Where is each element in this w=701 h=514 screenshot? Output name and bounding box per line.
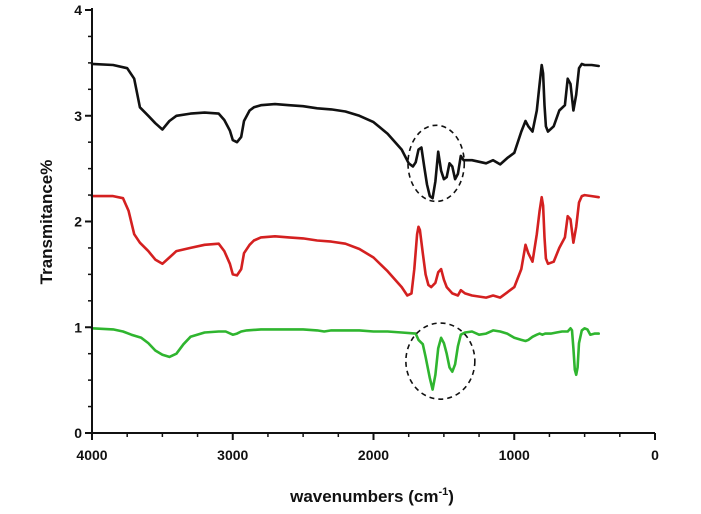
x-tick-label-4000: 4000 [76, 447, 107, 463]
x-tick-label-1000: 1000 [499, 447, 530, 463]
x-axis-title: wavenumbers (cm-1) [289, 486, 454, 506]
plot-series [90, 62, 600, 391]
y-tick-label-3: 3 [74, 108, 82, 124]
annotation-ellipse-2 [405, 322, 476, 400]
x-tick-label-2000: 2000 [358, 447, 389, 463]
series-line-2 [90, 193, 600, 299]
y-tick-label-0: 0 [74, 425, 82, 441]
x-tick-label-0: 0 [651, 447, 659, 463]
axes: 4000 3000 2000 1000 0 0 1 2 3 4 [74, 2, 659, 463]
series-line-1 [90, 62, 600, 200]
x-tick-label-3000: 3000 [217, 447, 248, 463]
y-axis-title: Transmitance% [37, 160, 56, 285]
y-tick-label-2: 2 [74, 214, 82, 230]
series-line-3 [90, 327, 600, 391]
annotation-ellipse-1 [407, 124, 466, 203]
y-tick-label-1: 1 [74, 319, 82, 335]
plot-annotations [405, 124, 476, 400]
y-tick-label-4: 4 [74, 2, 82, 18]
